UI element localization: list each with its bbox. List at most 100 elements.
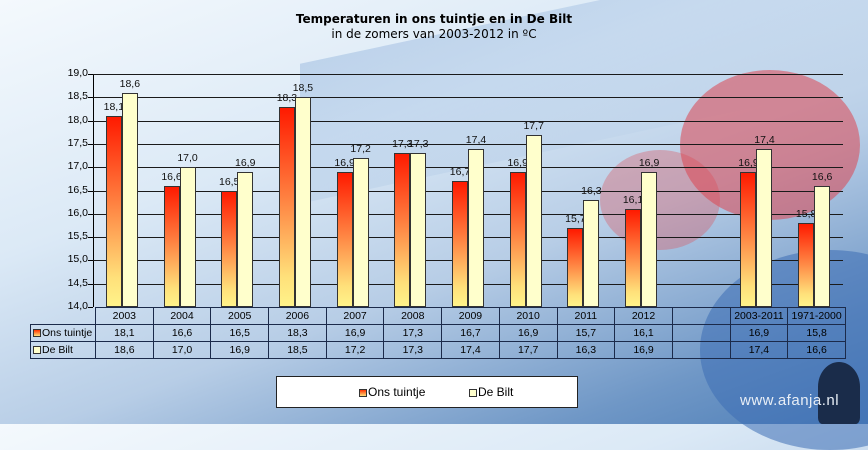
data-label: 16,9 <box>738 156 759 169</box>
table-cell: 16,3 <box>556 341 616 359</box>
table-row-header: Ons tuintje <box>30 324 96 342</box>
swatch-icon <box>33 329 41 338</box>
data-label: 17,7 <box>523 119 544 132</box>
data-table: 2003 2004 2005 2006 2007 2008 2009 2010 2011 2012… <box>30 307 846 359</box>
table-cell <box>671 307 731 325</box>
table-cell: 2003-2011 <box>729 307 789 325</box>
table-cell: 17,3 <box>383 324 443 342</box>
bar-ons-tuintje <box>221 190 238 307</box>
data-label: 17,0 <box>177 152 198 165</box>
gridline <box>93 143 843 145</box>
data-label: 16,9 <box>334 156 355 169</box>
table-cell: 18,6 <box>95 341 154 359</box>
table-row-header <box>31 308 96 325</box>
data-label: 17,4 <box>754 133 775 146</box>
bar-de-bilt <box>121 92 138 307</box>
data-label: 16,6 <box>811 170 833 183</box>
bar-ons-tuintje <box>567 227 584 307</box>
bar-ons-tuintje <box>509 171 526 307</box>
table-cell: 16,6 <box>152 324 212 342</box>
swatch-icon <box>33 346 41 355</box>
y-tick-mark <box>88 143 93 145</box>
y-tick-label: 16,5 <box>67 183 88 196</box>
table-cell: 2010 <box>498 307 558 325</box>
bar-ons-tuintje <box>278 106 295 307</box>
data-label: 16,3 <box>581 184 602 197</box>
y-tick-label: 16,0 <box>67 206 88 219</box>
table-cell: 1971-2000 <box>787 307 846 325</box>
data-label: 17,3 <box>392 138 413 151</box>
bar-ons-tuintje <box>798 223 815 307</box>
bar-de-bilt <box>294 97 311 307</box>
bar-ons-tuintje <box>105 115 122 307</box>
y-tick-label: 19,0 <box>67 67 88 79</box>
table-cell: 2011 <box>556 307 616 325</box>
table-cell: 2004 <box>152 307 212 325</box>
data-label: 17,2 <box>350 142 371 155</box>
table-cell: 15,8 <box>787 324 846 342</box>
y-tick-label: 18,5 <box>67 90 88 103</box>
y-tick-mark <box>88 237 93 239</box>
data-label: 16,5 <box>219 175 240 188</box>
chart-title: Temperaturen in ons tuintje en in De Bil… <box>295 12 573 26</box>
table-cell: 18,5 <box>268 341 327 359</box>
table-cell: 17,3 <box>383 341 443 359</box>
data-label: 16,6 <box>161 170 182 183</box>
table-cell <box>671 341 731 359</box>
y-tick-mark <box>88 307 93 308</box>
table-cell: 16,9 <box>325 324 385 342</box>
legend-item-de-bilt: De Bilt <box>469 385 513 399</box>
data-label: 16,9 <box>638 156 660 169</box>
table-cell: 16,1 <box>614 324 673 342</box>
bar-de-bilt <box>237 171 254 307</box>
table-cell: 17,7 <box>498 341 558 359</box>
bar-de-bilt <box>641 171 658 307</box>
y-tick-mark <box>88 283 93 285</box>
bar-ons-tuintje <box>625 209 642 307</box>
table-cell: 18,1 <box>95 324 154 342</box>
bar-de-bilt <box>179 167 196 307</box>
table-row: De Bilt 18,6 17,0 16,9 18,5 17,2 17,3 17,4 17,7 1… <box>30 341 846 359</box>
y-tick-mark <box>88 260 93 262</box>
table-cell: 18,3 <box>268 324 327 342</box>
table-cell: 2006 <box>268 307 327 325</box>
table-cell: 17,4 <box>729 341 789 359</box>
bar-de-bilt <box>756 148 773 307</box>
table-cell: 16,6 <box>787 341 846 359</box>
data-label: 18,6 <box>119 77 141 90</box>
table-cell <box>671 324 731 342</box>
table-row-header: De Bilt <box>30 341 96 359</box>
legend-item-ons-tuintje: Ons tuintje <box>359 385 425 399</box>
y-tick-mark <box>88 120 93 122</box>
watermark: www.afanja.nl <box>740 392 840 409</box>
data-label: 16,9 <box>507 156 528 169</box>
bar-de-bilt <box>814 185 831 307</box>
data-label: 16,1 <box>622 194 644 207</box>
table-cell: 2007 <box>325 307 385 325</box>
y-tick-mark <box>88 74 93 75</box>
table-cell: 2003 <box>95 307 154 325</box>
bar-ons-tuintje <box>163 185 180 307</box>
y-tick-mark <box>88 213 93 215</box>
y-tick-label: 14,5 <box>67 276 88 289</box>
table-cell: 17,0 <box>152 341 212 359</box>
table-cell: 16,9 <box>210 341 270 359</box>
table-cell: 16,9 <box>614 341 673 359</box>
data-label: 15,7 <box>565 212 586 225</box>
data-label: 17,4 <box>465 133 487 146</box>
swatch-icon <box>359 388 367 397</box>
y-tick-label: 17,0 <box>67 160 88 173</box>
bar-ons-tuintje <box>336 171 353 307</box>
chart-subtitle: in de zomers van 2003-2012 in ºC <box>331 27 537 41</box>
data-label: 15,8 <box>795 208 817 221</box>
bar-ons-tuintje <box>394 153 411 307</box>
y-tick-mark <box>88 190 93 192</box>
table-cell: 2009 <box>441 307 500 325</box>
y-tick-label: 17,5 <box>67 136 88 149</box>
table-cell: 17,2 <box>325 341 385 359</box>
y-tick-label: 14,0 <box>67 300 88 312</box>
bar-ons-tuintje <box>452 181 468 307</box>
table-cell: 16,9 <box>498 324 558 342</box>
data-label: 16,7 <box>449 166 471 179</box>
table-cell: 15,7 <box>556 324 616 342</box>
